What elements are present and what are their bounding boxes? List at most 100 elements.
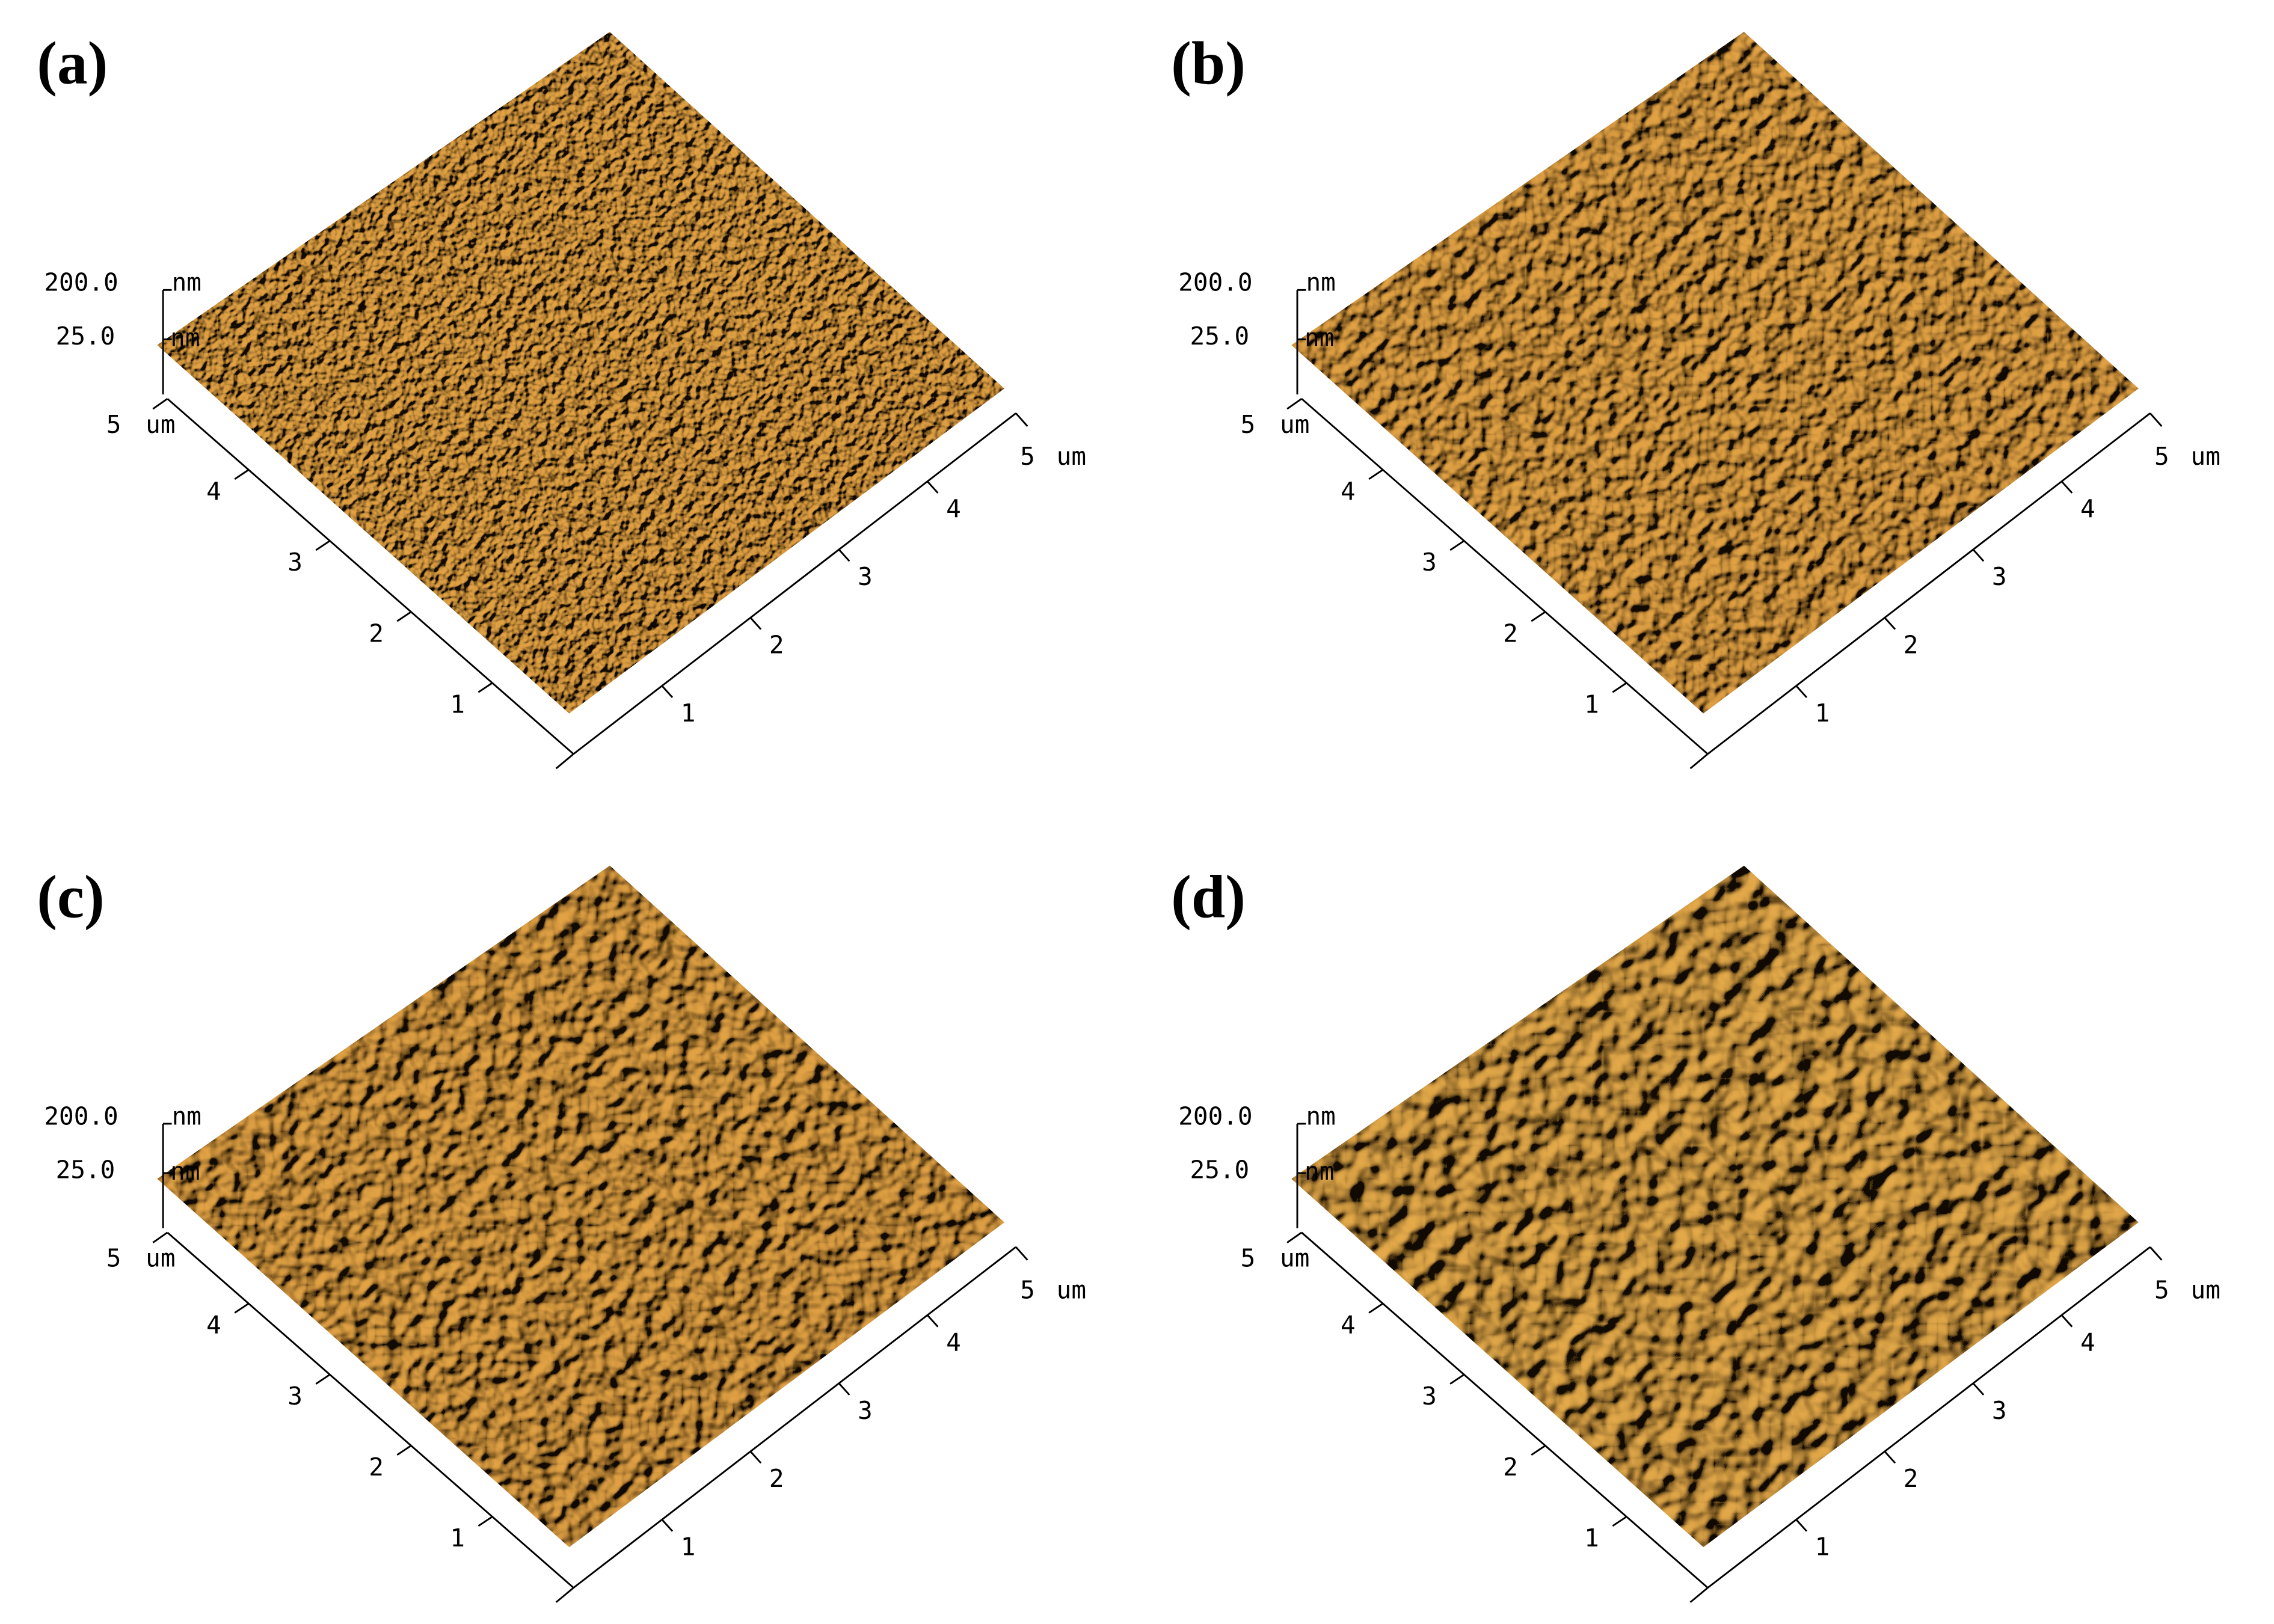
right-axis [1707,1246,2151,1589]
axis-tick-label: 4 [1341,1311,1356,1340]
axis-tick-label: 2 [1904,1464,1919,1493]
axis-tick [838,1382,850,1396]
z-top-label: 200.0 [44,1102,118,1130]
right-axis-end: 5 [2154,1276,2169,1305]
axis-tick-label: 2 [369,619,384,648]
axis-tick [1015,412,1028,427]
axis-tick-label: 2 [769,1464,784,1493]
left-axis-end: 5 [1241,1244,1256,1273]
axis-tick [1015,1246,1028,1261]
z-top-label: 200.0 [1178,268,1252,297]
surface-texture [1291,865,2139,1548]
axis-tick [1795,685,1808,698]
axis-tick-label: 3 [1422,1382,1437,1411]
right-axis-end: 5 [2154,442,2169,471]
axis-tick [152,1231,168,1243]
z-top-unit: nm [1306,1102,1335,1130]
axis-end [1689,753,1709,770]
axis-tick [1612,682,1627,693]
z-bottom-label: 25.0 [56,1156,115,1184]
z-top-unit: nm [172,1102,201,1130]
axis-tick [1286,1231,1303,1243]
axis-tick-label: 2 [769,631,784,660]
z-bottom-label: 25.0 [1190,322,1250,351]
z-top-label: 200.0 [1178,1102,1252,1130]
axis-tick-label: 1 [1815,699,1830,728]
axis-tick [152,398,168,410]
axis-tick-label: 2 [369,1453,384,1482]
axis-tick [1612,1516,1627,1527]
axis-tick [1972,1382,1985,1396]
axis-tick-label: 4 [206,1311,221,1340]
axis-tick-label: 4 [206,477,221,506]
axis-tick [478,1516,493,1527]
left-axis-unit: um [1280,1244,1309,1273]
right-axis-end: 5 [1020,1276,1035,1305]
right-axis [573,412,1017,755]
z-top-label: 200.0 [44,268,118,297]
axis-tick-label: 2 [1503,1453,1518,1482]
axis-tick-label: 4 [946,494,961,523]
axis-tick [661,1519,674,1532]
surface-texture [157,32,1004,714]
z-top-unit: nm [172,268,201,297]
axis-tick [234,469,250,480]
axis-tick-label: 3 [287,548,303,577]
left-axis [167,398,574,755]
axis-tick [396,611,412,622]
axis-tick [396,1445,412,1456]
axis-tick-label: 4 [2080,494,2095,523]
z-bottom-label: 25.0 [56,322,115,351]
axis-tick-label: 3 [1422,548,1437,577]
panel-label: (d) [1171,863,1246,931]
right-axis [1707,412,2151,755]
axis-tick [478,682,493,693]
axis-tick-label: 3 [858,562,873,591]
axis-tick [749,617,762,630]
axis-tick [749,1451,762,1464]
left-axis-unit: um [146,1244,175,1273]
z-bottom-unit: nm [170,1157,200,1186]
axis-tick [315,540,331,551]
axis-tick [838,549,850,562]
afm-panel: (d) 200.0 nm 25.0 nm 1 2 3 4 1 2 3 4 5 um 5 um [1171,863,2220,1603]
axis-tick [1884,1451,1896,1464]
axis-tick-label: 4 [2080,1328,2095,1357]
axis-tick [926,1314,939,1328]
axis-tick [234,1302,250,1314]
afm-panel: (c) 200.0 nm 25.0 nm 1 2 3 4 1 2 3 4 5 um 5 um [37,863,1086,1603]
afm-panel: (a) 200.0 nm 25.0 nm 1 2 3 4 1 2 3 4 5 um 5 um [37,29,1086,770]
axis-tick [1449,540,1465,551]
axis-tick-label: 2 [1503,619,1518,648]
axis-tick-label: 1 [450,1524,465,1552]
axis-tick-label: 1 [681,699,696,728]
left-axis-unit: um [1280,410,1309,439]
axis-end [555,1587,574,1603]
axis-tick [2060,1314,2073,1328]
afm-panel: (b) 200.0 nm 25.0 nm 1 2 3 4 1 2 3 4 5 um 5 um [1171,29,2220,770]
axis-tick-label: 3 [858,1396,873,1425]
left-axis-unit: um [146,410,175,439]
axis-tick [1531,1445,1546,1456]
axis-tick-label: 3 [287,1382,303,1411]
panel-label: (a) [37,29,108,97]
axis-tick-label: 1 [1815,1533,1830,1561]
axis-tick [2149,412,2163,427]
right-axis [573,1246,1017,1589]
axis-tick [1972,549,1985,562]
z-top-unit: nm [1306,268,1335,297]
axis-tick-label: 1 [1584,1524,1599,1552]
axis-tick [1531,611,1546,622]
axis-tick [1368,1302,1384,1314]
axis-tick-label: 3 [1992,562,2007,591]
axis-tick [2149,1246,2163,1261]
axis-tick-label: 1 [1584,690,1599,719]
right-axis-end: 5 [1020,442,1035,471]
right-axis-unit: um [2191,442,2220,471]
right-axis-unit: um [1057,1276,1086,1305]
z-bottom-unit: nm [1304,1157,1334,1186]
axis-tick [926,480,939,494]
left-axis-end: 5 [1241,410,1256,439]
left-axis-end: 5 [106,1244,121,1273]
